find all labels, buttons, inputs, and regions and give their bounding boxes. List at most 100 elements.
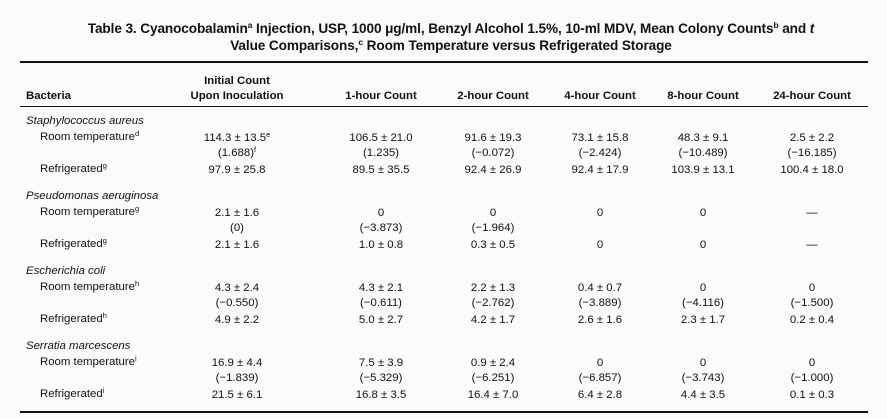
cell-value: 5.0 ± 2.7 [358, 314, 404, 326]
cell-value: 97.9 ± 25.8 [208, 164, 266, 176]
cell-value: 0 [377, 207, 385, 219]
table-cell: 16.9 ± 4.4 [182, 356, 292, 370]
cell-value: 89.5 ± 35.5 [352, 164, 410, 176]
t-value-cell: (−3.873) [326, 221, 436, 235]
table-cell: 100.4 ± 18.0 [757, 163, 867, 177]
table-cell: 73.1 ± 15.8 [545, 131, 655, 145]
cell-value: 73.1 ± 15.8 [571, 132, 629, 144]
row-label: Refrigeratedh [40, 312, 107, 325]
table-cell: 2.2 ± 1.3 [438, 281, 548, 295]
table-cell: 4.4 ± 3.5 [648, 388, 758, 402]
title-line-2: Value Comparisons,c Room Temperature ver… [26, 37, 876, 54]
t-value-cell: (−2.762) [438, 296, 548, 310]
t-value-cell: (0) [182, 221, 292, 235]
table-cell: 16.4 ± 7.0 [438, 388, 548, 402]
t-value: (−0.611) [360, 297, 402, 309]
header-bacteria: Bacteria [26, 90, 71, 102]
t-value: (−5.329) [359, 372, 403, 384]
row-label: Refrigeratedi [40, 386, 105, 400]
row-label: Room temperatureh [40, 280, 139, 293]
title-text: Injection, USP, 1000 μg/ml, Benzyl Alcoh… [252, 21, 774, 36]
table-cell: — [757, 238, 867, 252]
t-value: (−1.500) [790, 297, 834, 309]
cell-value: 0.1 ± 0.3 [789, 389, 835, 401]
cell-value: 0 [699, 239, 707, 251]
cell-value: 92.4 ± 26.9 [464, 164, 522, 176]
cell-value: 7.5 ± 3.9 [358, 357, 404, 369]
organism-name: Staphylococcus aureus [26, 115, 144, 127]
footnote-marker: c [358, 37, 363, 47]
table-cell: 4.3 ± 2.1 [326, 281, 436, 295]
t-value: (1.688) [217, 147, 254, 159]
t-value-cell: (−0.550) [182, 296, 292, 310]
row-label-text: Room temperature [40, 206, 135, 218]
t-value: (−3.873) [359, 222, 403, 234]
title-line-1: Table 3. Cyanocobalamina Injection, USP,… [26, 20, 876, 37]
cell-value: 0 [808, 357, 816, 369]
table-cell: 0 [326, 206, 436, 220]
cell-value: 0 [699, 282, 707, 294]
table-cell: 5.0 ± 2.7 [326, 313, 436, 327]
row-label: Refrigeratedg [40, 162, 107, 175]
row-label-text: Refrigerated [40, 163, 103, 175]
cell-value: 0 [596, 207, 604, 219]
table-cell: 0 [545, 206, 655, 220]
t-value: (−2.424) [578, 147, 622, 159]
table-cell: 2.1 ± 1.6 [182, 206, 292, 220]
cell-value: 4.3 ± 2.4 [214, 282, 260, 294]
cell-value: 2.6 ± 1.6 [577, 314, 623, 326]
cell-value: 2.2 ± 1.3 [470, 282, 516, 294]
t-value-cell: (−3.889) [545, 296, 655, 310]
title-text-italic: t [809, 21, 815, 36]
table-cell: 106.5 ± 21.0 [326, 131, 436, 145]
cell-value: 2.3 ± 1.7 [680, 314, 726, 326]
row-label-text: Refrigerated [40, 313, 103, 325]
cell-value: 0.9 ± 2.4 [470, 357, 516, 369]
t-value-cell: (−1.500) [757, 296, 867, 310]
cell-value: 2.5 ± 2.2 [789, 132, 835, 144]
t-value-cell: (−16.185) [757, 146, 867, 160]
title-text: Table 3. Cyanocobalamin [87, 21, 248, 36]
cell-value: 91.6 ± 19.3 [464, 132, 522, 144]
t-value-cell: (1.688)f [182, 146, 292, 160]
cell-value: 16.4 ± 7.0 [467, 389, 519, 401]
table-cell: 2.5 ± 2.2 [757, 131, 867, 145]
cell-value: 114.3 ± 13.5 [203, 132, 267, 144]
table-cell: 0 [438, 206, 548, 220]
organism-name: Escherichia coli [26, 265, 106, 277]
cell-value: 16.8 ± 3.5 [355, 389, 407, 401]
cell-value: 0 [489, 207, 497, 219]
t-value-cell: (−6.857) [545, 371, 655, 385]
row-label-text: Room temperature [40, 281, 135, 293]
header-rule [20, 106, 868, 107]
title-text: Value Comparisons, [230, 38, 359, 53]
cell-value: 0 [699, 207, 707, 219]
table-cell: 21.5 ± 6.1 [182, 388, 292, 402]
table-cell: 2.6 ± 1.6 [545, 313, 655, 327]
table-cell: 0 [648, 238, 758, 252]
cell-value: 16.9 ± 4.4 [211, 357, 263, 369]
row-label: Room temperatured [40, 130, 139, 143]
t-value: (−0.072) [471, 147, 515, 159]
cell-value: 106.5 ± 21.0 [349, 132, 413, 144]
t-value-cell: (−1.839) [182, 371, 292, 385]
cell-value: 0.3 ± 0.5 [470, 239, 516, 251]
table-cell: 0 [648, 281, 758, 295]
t-value-cell: (−1.000) [757, 371, 867, 385]
t-value: (−2.762) [471, 297, 515, 309]
row-label-text: Room temperature [40, 356, 135, 368]
t-value: (−3.889) [578, 297, 622, 309]
cell-value: 103.9 ± 13.1 [671, 164, 735, 176]
top-rule [20, 61, 868, 63]
table-cell: 0 [545, 238, 655, 252]
table-cell: 48.3 ± 9.1 [648, 131, 758, 145]
footnote-marker: i [102, 386, 105, 395]
t-value-cell: (−4.116) [648, 296, 758, 310]
table-cell: 114.3 ± 13.5e [182, 131, 292, 145]
table-title: Table 3. Cyanocobalamina Injection, USP,… [26, 20, 876, 54]
cell-value: 0 [596, 239, 604, 251]
cell-value: 4.3 ± 2.1 [358, 282, 404, 294]
cell-value: — [806, 207, 818, 219]
header-initial-line2: Upon Inoculation [190, 90, 284, 102]
table-cell: 6.4 ± 2.8 [545, 388, 655, 402]
